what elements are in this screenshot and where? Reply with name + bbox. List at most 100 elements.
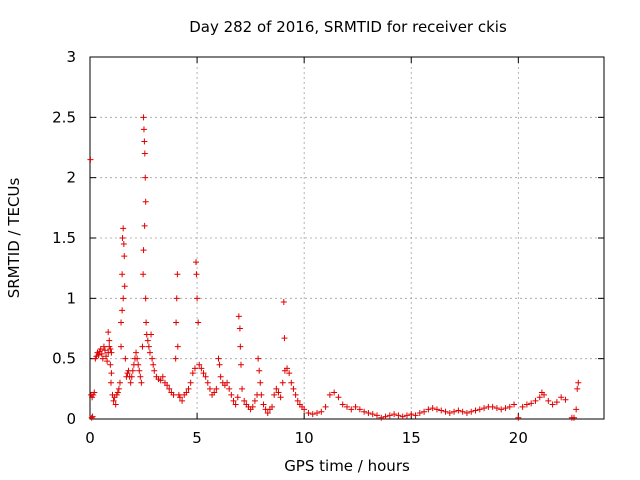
data-point [536, 394, 543, 401]
chart-title: Day 282 of 2016, SRMTID for receiver cki… [189, 18, 507, 36]
data-point [502, 405, 509, 412]
data-point [195, 319, 202, 326]
data-point [446, 409, 453, 416]
data-point [149, 355, 156, 362]
data-point [416, 409, 423, 416]
data-point [574, 385, 581, 392]
data-point [493, 405, 500, 412]
data-point [279, 379, 286, 386]
data-point [140, 271, 147, 278]
data-point [455, 407, 462, 414]
data-point [286, 370, 293, 377]
data-point [215, 355, 222, 362]
data-point [133, 349, 140, 356]
data-point [541, 391, 548, 398]
data-point [183, 389, 190, 396]
data-point [179, 397, 186, 404]
data-point [281, 335, 288, 342]
data-point [112, 401, 119, 408]
data-point [121, 253, 128, 260]
data-point [228, 391, 235, 398]
data-point [558, 394, 565, 401]
data-point [189, 370, 196, 377]
data-point [257, 379, 264, 386]
data-point [451, 408, 458, 415]
data-point [105, 329, 112, 336]
data-point [140, 114, 147, 121]
data-point [174, 343, 181, 350]
data-point [239, 385, 246, 392]
data-point [256, 367, 263, 374]
data-point [318, 408, 325, 415]
data-point [322, 403, 329, 410]
data-point [234, 394, 241, 401]
data-point [138, 379, 145, 386]
data-point [369, 411, 376, 418]
data-point [89, 413, 96, 420]
data-point [104, 358, 111, 365]
data-point [193, 259, 200, 266]
data-point [185, 385, 192, 392]
data-point [284, 365, 291, 372]
data-point [468, 408, 475, 415]
x-tick-label: 15 [402, 429, 421, 447]
data-point [108, 370, 115, 377]
data-point [204, 379, 211, 386]
y-tick-label: 1.5 [52, 229, 76, 247]
data-point [142, 295, 149, 302]
data-point [395, 412, 402, 419]
data-point [326, 391, 333, 398]
data-point [146, 349, 153, 356]
data-point [391, 411, 398, 418]
data-point [174, 271, 181, 278]
data-point [200, 370, 207, 377]
data-point [176, 394, 183, 401]
data-point [119, 307, 126, 314]
data-point [202, 373, 209, 380]
data-point [107, 379, 114, 386]
data-point [562, 396, 569, 403]
x-tick-label: 5 [192, 429, 202, 447]
y-tick-label: 0.5 [52, 350, 76, 368]
y-tick-label: 2 [66, 169, 76, 187]
data-point [148, 331, 155, 338]
data-point [106, 337, 113, 344]
data-point [356, 406, 363, 413]
data-point [157, 377, 164, 384]
data-point [373, 412, 380, 419]
data-point [476, 406, 483, 413]
data-point [382, 413, 389, 420]
data-point [136, 367, 143, 374]
data-point [463, 409, 470, 416]
data-point [213, 385, 220, 392]
data-point [352, 403, 359, 410]
data-point [237, 361, 244, 368]
data-point [575, 379, 582, 386]
data-point [275, 389, 282, 396]
data-point [425, 406, 432, 413]
data-point [361, 408, 368, 415]
data-point [166, 385, 173, 392]
data-point [107, 346, 114, 353]
x-tick-labels: 0 5 10 15 20 [85, 429, 528, 447]
data-point [141, 138, 148, 145]
data-point [193, 271, 200, 278]
data-point [141, 222, 148, 229]
data-point [515, 414, 522, 421]
data-point [127, 379, 134, 386]
data-point [271, 391, 278, 398]
data-point [280, 298, 287, 305]
data-point [164, 382, 171, 389]
data-point [255, 355, 262, 362]
data-point [523, 401, 530, 408]
data-point [101, 347, 108, 354]
data-point [143, 319, 150, 326]
data-point [506, 403, 513, 410]
data-point [344, 403, 350, 410]
data-point [100, 343, 107, 350]
y-axis-title: SRMTID / TECUs [5, 178, 23, 299]
data-point [339, 401, 346, 408]
y-tick-label: 3 [66, 48, 76, 66]
data-point [119, 271, 126, 278]
